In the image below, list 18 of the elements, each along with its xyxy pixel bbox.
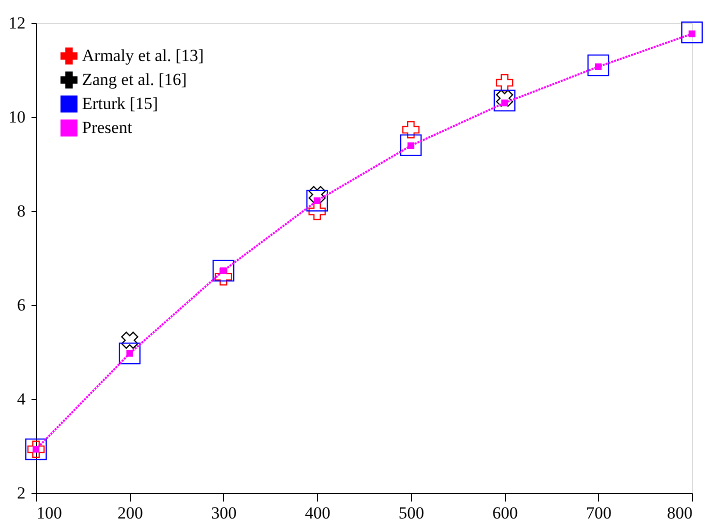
- x-tick-label: 700: [586, 504, 612, 520]
- x-tick-label: 800: [667, 504, 692, 520]
- x-tick-label: 400: [304, 504, 330, 520]
- y-tick-label: 12: [8, 14, 26, 32]
- legend-label: Armaly et al. [13]: [82, 46, 204, 65]
- y-tick-label: 2: [17, 484, 26, 502]
- x-tick-label: 300: [211, 504, 237, 520]
- x-tick-label: 200: [117, 504, 143, 520]
- legend-label: Present: [82, 118, 132, 137]
- x-tick-label: 600: [492, 504, 518, 520]
- y-tick-label: 4: [17, 390, 26, 408]
- y-tick-label: 6: [17, 296, 26, 314]
- y-tick-label: 8: [17, 202, 26, 220]
- y-tick-label: 10: [8, 108, 26, 126]
- x-tick-label: 100: [36, 504, 62, 520]
- x-tick-label: 500: [398, 504, 424, 520]
- legend-label: Erturk [15]: [82, 94, 158, 113]
- legend-label: Zang et al. [16]: [82, 70, 187, 89]
